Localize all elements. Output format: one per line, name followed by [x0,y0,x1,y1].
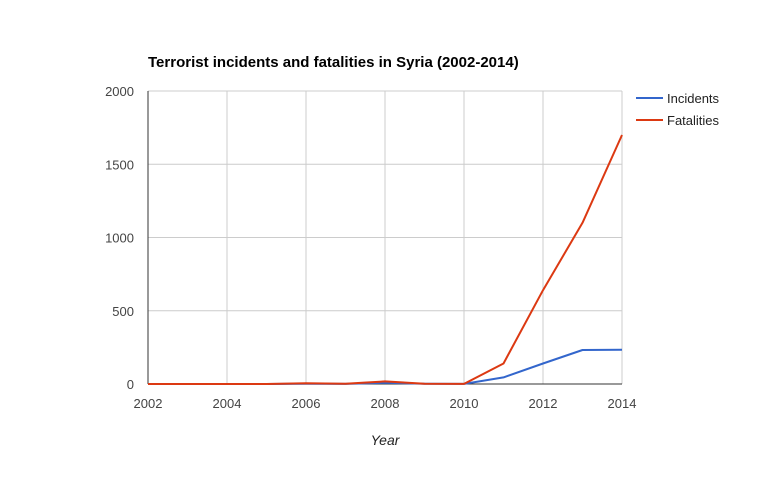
x-tick-label: 2012 [529,396,558,411]
series-lines [148,134,623,385]
chart-title: Terrorist incidents and fatalities in Sy… [148,54,519,71]
legend-item-fatalities: Fatalities [636,113,720,128]
x-tick-label: 2004 [213,396,242,411]
legend-label: Fatalities [667,113,720,128]
x-tick-label: 2008 [371,396,400,411]
grid-lines [148,90,623,384]
x-axis-label: Year [371,432,401,448]
legend-label: Incidents [667,91,720,106]
legend-item-incidents: Incidents [636,91,720,106]
y-tick-label: 1500 [105,157,134,172]
x-tick-label: 2014 [608,396,637,411]
y-tick-label: 500 [112,304,134,319]
x-tick-label: 2010 [450,396,479,411]
x-tick-label: 2002 [134,396,163,411]
y-tick-label: 0 [127,377,134,392]
x-tick-label: 2006 [292,396,321,411]
y-tick-label: 1000 [105,231,134,246]
legend: Incidents Fatalities [636,91,720,128]
y-tick-label: 2000 [105,84,134,99]
series-line-fatalities [148,134,623,385]
tick-labels: 0 500 1000 1500 2000 2002 2004 2006 2008 2010 2012… [105,84,636,411]
